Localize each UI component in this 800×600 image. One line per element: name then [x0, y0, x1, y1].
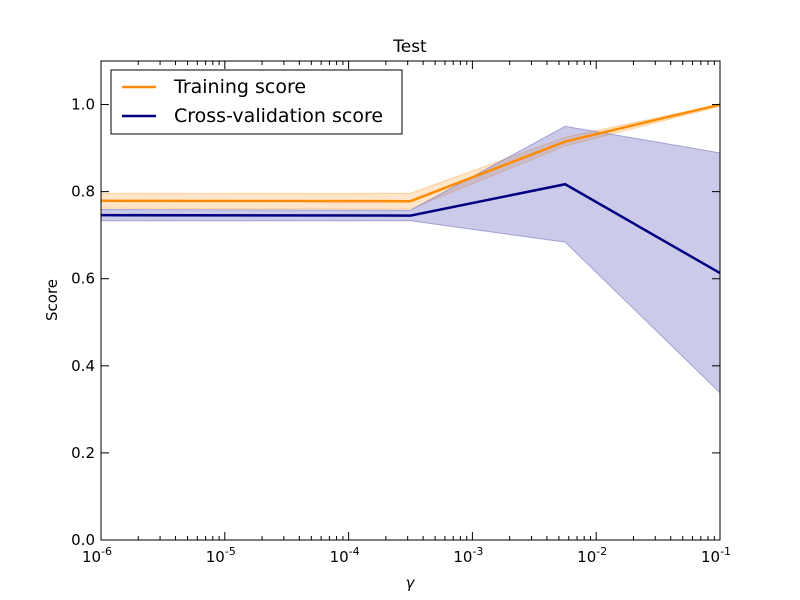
x-tick-label: 10-4 — [330, 545, 360, 566]
score-lines — [100, 103, 721, 275]
x-tick-label: 10-5 — [206, 545, 236, 566]
series-line-2 — [100, 182, 721, 275]
confidence-bands — [100, 103, 721, 395]
x-axis-label: γ — [406, 574, 416, 592]
legend-box — [110, 69, 403, 135]
y-tick-label: 0.6 — [71, 270, 95, 288]
y-tick-label: 1.0 — [71, 96, 95, 114]
chart-title: Test — [392, 37, 427, 57]
axis-ticks: 10-6 10-5 10-4 10-3 10-2 10-1 0.0 0.2 0.4 0.6 0.8 1… — [71, 61, 731, 566]
y-tick-label: 0.0 — [71, 531, 95, 549]
plot-frame — [100, 60, 721, 541]
confidence-band-2 — [100, 125, 721, 395]
x-tick-label: 10-3 — [453, 545, 483, 566]
series-line-1 — [100, 103, 721, 203]
legend: Training score Cross-validation score — [110, 69, 403, 135]
legend-label-1: Training score — [173, 76, 306, 98]
y-tick-label: 0.4 — [71, 357, 95, 375]
y-axis-label: Score — [43, 279, 61, 321]
y-tick-label: 0.2 — [71, 444, 95, 462]
y-tick-label: 0.8 — [71, 183, 95, 201]
x-tick-label: 10-1 — [701, 545, 731, 566]
x-tick-label: 10-6 — [82, 545, 112, 566]
legend-label-2: Cross-validation score — [174, 105, 383, 127]
x-tick-label: 10-2 — [577, 545, 607, 566]
